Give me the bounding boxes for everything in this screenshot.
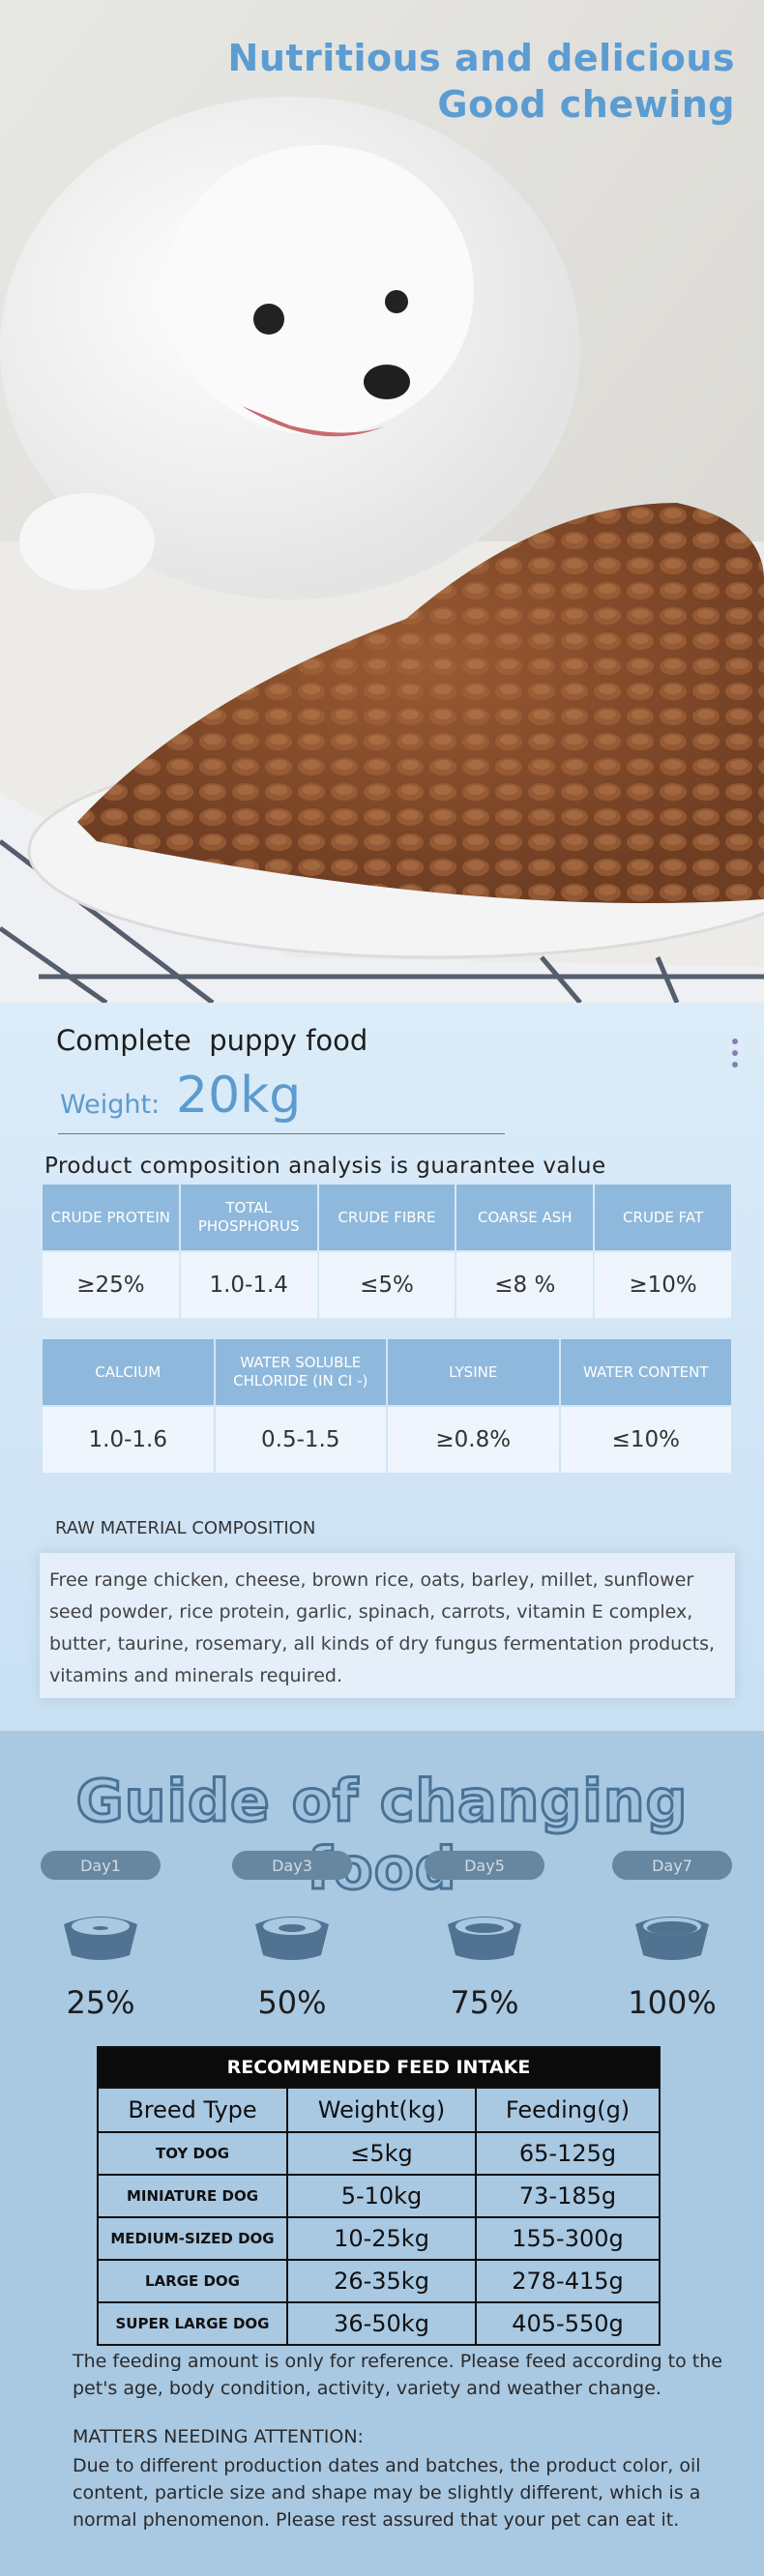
analysis-table: CALCIUM WATER SOLUBLE CHLORIDE (IN CI -) L… — [43, 1339, 731, 1473]
bowl — [448, 1917, 521, 1960]
day-pill: Day1 — [41, 1851, 161, 1880]
feed-cell: TOY DOG — [155, 2145, 230, 2162]
raw-title: RAW MATERIAL COMPOSITION — [55, 1518, 316, 1538]
feed-cell: 36-50kg — [286, 2303, 475, 2344]
table-header: CRUDE FIBRE — [318, 1185, 455, 1250]
dog-nose — [364, 365, 410, 399]
more-icon[interactable] — [730, 1037, 740, 1071]
feed-row: MINIATURE DOG 5-10kg 73-185g — [99, 2174, 659, 2216]
feed-table: RECOMMENDED FEED INTAKE Breed Type Weight(… — [97, 2046, 661, 2346]
table-header: CRUDE PROTEIN — [43, 1185, 179, 1250]
dog-eye — [253, 304, 284, 335]
feed-row: LARGE DOG 26-35kg 278-415g — [99, 2259, 659, 2301]
feed-cell: LARGE DOG — [144, 2272, 240, 2290]
feed-cell: MEDIUM-SIZED DOG — [110, 2230, 275, 2247]
table-value: ≥25% — [43, 1252, 179, 1318]
hero-image — [0, 0, 764, 1003]
bowl-icon — [60, 1911, 141, 1963]
cloth — [0, 793, 764, 1003]
percent: 25% — [66, 1984, 135, 2021]
bowl-icon — [251, 1911, 333, 1963]
hero-title: Good chewing — [437, 83, 735, 126]
day-pill: Day7 — [612, 1851, 732, 1880]
raw-text: Free range chicken, cheese, brown rice, … — [40, 1553, 735, 1698]
guide-title: Guide of changing food — [74, 1767, 689, 1905]
feed-cell: 155-300g — [475, 2218, 659, 2259]
divider — [58, 1133, 505, 1134]
feed-header: Weight(kg) — [286, 2089, 475, 2131]
table-value: ≤8 % — [456, 1252, 594, 1318]
feed-header: Feeding(g) — [475, 2089, 659, 2131]
feed-row: MEDIUM-SIZED DOG 10-25kg 155-300g — [99, 2216, 659, 2259]
attention-text: Due to different production dates and ba… — [73, 2455, 701, 2531]
day-pill: Day5 — [425, 1851, 544, 1880]
feed-title: RECOMMENDED FEED INTAKE — [99, 2048, 659, 2087]
dog-mouth — [242, 406, 387, 437]
weight-label: Weight: — [60, 1090, 161, 1120]
table-value: 1.0-1.6 — [43, 1407, 214, 1473]
table-header: CALCIUM — [43, 1339, 214, 1405]
feed-cell: 278-415g — [475, 2261, 659, 2301]
feed-cell: 26-35kg — [286, 2261, 475, 2301]
product-name: Complete puppy food — [56, 1024, 368, 1057]
kibble-texture — [77, 503, 764, 903]
bowl — [635, 1917, 709, 1960]
feed-cell: ≤5kg — [286, 2133, 475, 2174]
feed-header-row: Breed Type Weight(kg) Feeding(g) — [99, 2087, 659, 2131]
feed-cell: 10-25kg — [286, 2218, 475, 2259]
table-header: WATER SOLUBLE CHLORIDE (IN CI -) — [215, 1339, 386, 1405]
table-value: ≤5% — [318, 1252, 455, 1318]
dog-head — [164, 145, 474, 435]
weight-value: 20kg — [176, 1067, 302, 1125]
percent: 100% — [628, 1984, 717, 2021]
dog-paw — [19, 493, 155, 590]
feed-cell: 73-185g — [475, 2176, 659, 2216]
feed-cell: 5-10kg — [286, 2176, 475, 2216]
table-value: 0.5-1.5 — [215, 1407, 386, 1473]
day-pill: Day3 — [232, 1851, 352, 1880]
feed-row: TOY DOG ≤5kg 65-125g — [99, 2131, 659, 2174]
feed-cell: MINIATURE DOG — [126, 2187, 259, 2205]
feed-cell: 65-125g — [475, 2133, 659, 2174]
feed-row: SUPER LARGE DOG 36-50kg 405-550g — [99, 2301, 659, 2344]
percent: 75% — [450, 1984, 519, 2021]
bowl-icon — [444, 1911, 525, 1963]
table-value: ≤10% — [560, 1407, 731, 1473]
table-header: WATER CONTENT — [560, 1339, 731, 1405]
table-header: LYSINE — [388, 1339, 559, 1405]
feed-cell: SUPER LARGE DOG — [115, 2315, 270, 2332]
bowl — [255, 1917, 329, 1960]
percent: 50% — [257, 1984, 327, 2021]
table-header: COARSE ASH — [456, 1185, 594, 1250]
attention-title: MATTERS NEEDING ATTENTION: — [73, 2426, 364, 2447]
table-header: TOTAL PHOSPHORUS — [180, 1185, 317, 1250]
analysis-table: CRUDE PROTEIN TOTAL PHOSPHORUS CRUDE FIBRE… — [43, 1185, 731, 1318]
table-value: ≥0.8% — [388, 1407, 559, 1473]
reference-note: The feeding amount is only for reference… — [73, 2351, 722, 2399]
feed-header: Breed Type — [128, 2096, 257, 2123]
bowl — [64, 1917, 137, 1960]
bowl-icon — [632, 1911, 713, 1963]
analysis-title: Product composition analysis is guarante… — [44, 1154, 606, 1179]
feed-cell: 405-550g — [475, 2303, 659, 2344]
dog-eye — [385, 290, 408, 313]
table-value: ≥10% — [595, 1252, 731, 1318]
table-value: 1.0-1.4 — [180, 1252, 317, 1318]
table-header: CRUDE FAT — [595, 1185, 731, 1250]
hero-title: Nutritious and delicious — [227, 37, 735, 79]
